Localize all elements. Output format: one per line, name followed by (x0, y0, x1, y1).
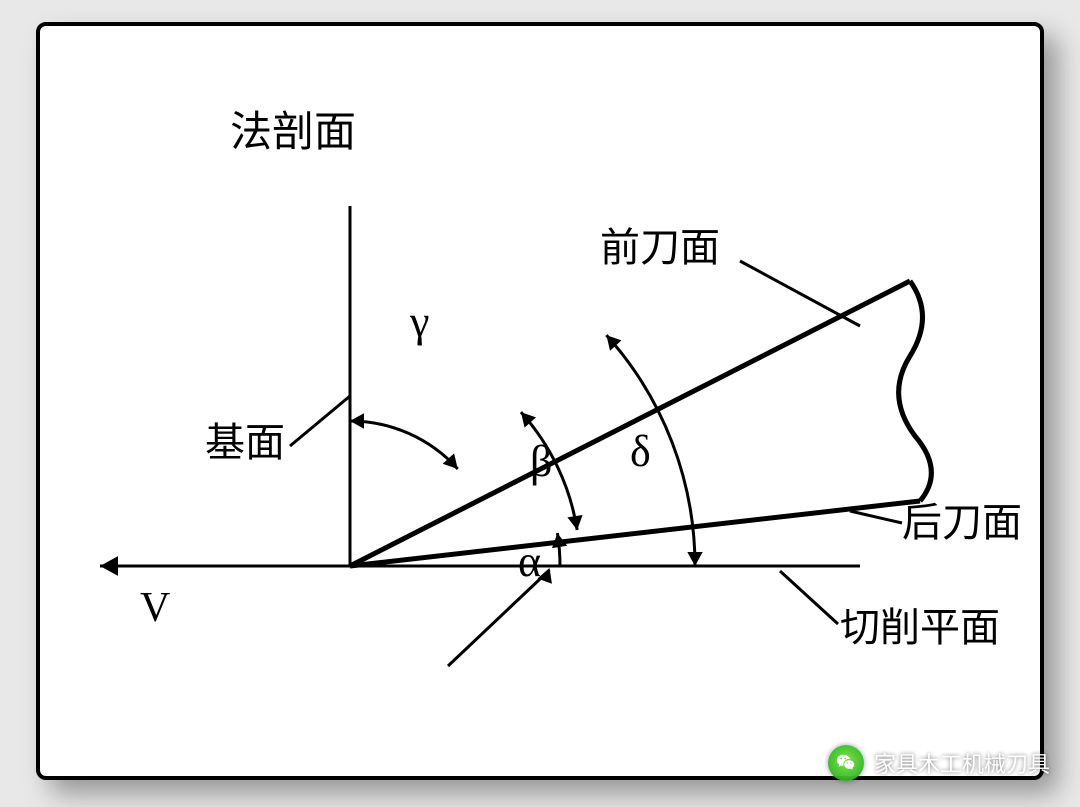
flank-face-label: 后刀面 (902, 500, 1022, 545)
alpha-label: α (518, 537, 541, 586)
v-arrow-icon (100, 556, 118, 576)
flank-face-leader (850, 511, 902, 523)
rake-face-label: 前刀面 (600, 225, 720, 270)
watermark-text: 家具木工机械刀具 (874, 747, 1050, 779)
beta-label: β (530, 437, 552, 486)
delta-label: δ (630, 427, 651, 476)
rake-face-leader (740, 261, 860, 326)
gamma-arc-arrow (350, 413, 364, 428)
v-label: V (140, 585, 170, 631)
flank-face-edge (350, 501, 920, 566)
beta-arc-arrow (567, 515, 582, 530)
delta-arc-arrow (687, 552, 702, 566)
base-plane-leader (290, 396, 350, 446)
wechat-icon (828, 745, 864, 781)
diagram-card: 法剖面前刀面基面后刀面切削平面 Vγ β δ α (36, 22, 1044, 780)
title-label: 法剖面 (230, 110, 356, 156)
gamma-label: γ (409, 297, 429, 346)
watermark: 家具木工机械刀具 (828, 745, 1050, 781)
diagram-svg: 法剖面前刀面基面后刀面切削平面 Vγ β δ α (40, 26, 1040, 776)
base-plane-label: 基面 (205, 420, 285, 465)
cutting-plane-leader (780, 571, 838, 624)
gamma-arc (350, 421, 458, 469)
rake-face-edge (350, 281, 910, 566)
cutting-plane-label: 切削平面 (840, 605, 1000, 650)
tool-broken-edge (899, 281, 932, 501)
